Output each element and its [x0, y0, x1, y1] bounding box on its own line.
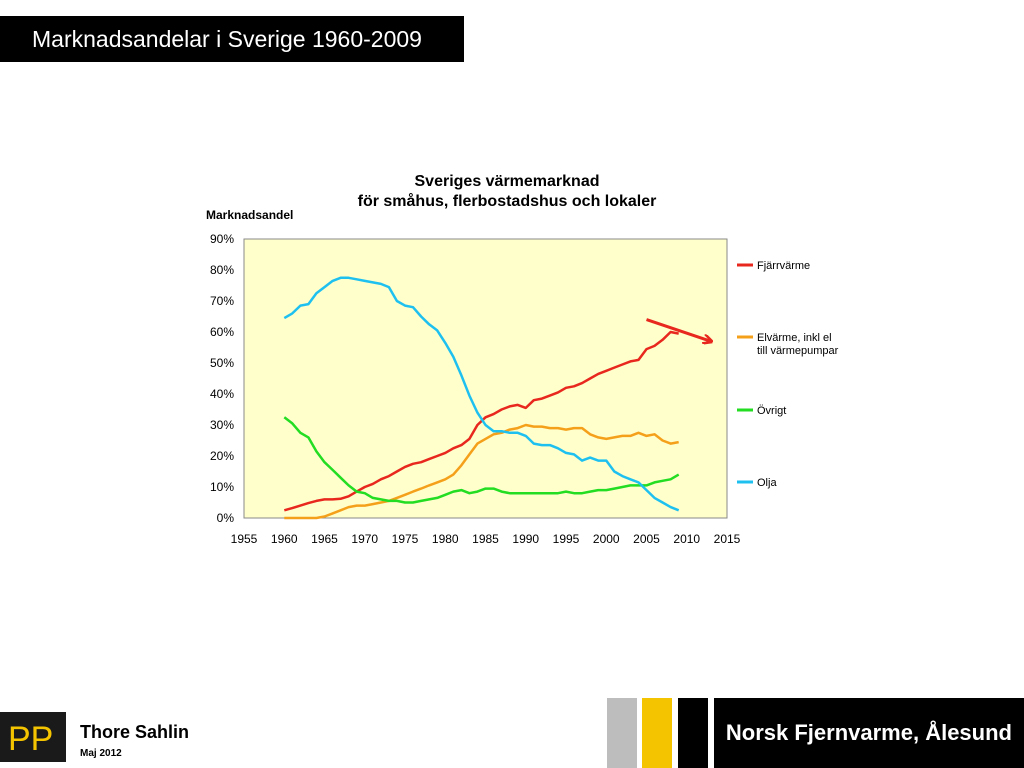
decor-bar-yellow — [642, 698, 672, 768]
company-logo: PP — [0, 712, 66, 762]
chart-title-line1: Sveriges värmemarknad — [415, 173, 600, 190]
y-tick-label: 60% — [210, 325, 234, 339]
y-tick-label: 90% — [210, 232, 234, 246]
brand-footer: Norsk Fjernvarme, Ålesund — [714, 698, 1024, 768]
legend-label-ovrigt: Övrigt — [757, 405, 786, 417]
trend-arrow — [646, 318, 711, 342]
x-tick-label: 1985 — [472, 532, 499, 546]
y-tick-label: 20% — [210, 449, 234, 463]
plot-area — [243, 238, 728, 519]
x-tick-label: 1960 — [271, 532, 298, 546]
y-tick-label: 30% — [210, 418, 234, 432]
series-line-olja — [283, 276, 680, 512]
x-tick-label: 1970 — [351, 532, 378, 546]
presentation-date: Maj 2012 — [80, 748, 122, 759]
chart-title-line2: för småhus, flerbostadshus och lokaler — [358, 192, 657, 210]
y-tick-label: 0% — [217, 511, 235, 525]
x-tick-label: 2005 — [633, 532, 660, 546]
x-tick-label: 2000 — [593, 532, 620, 546]
x-tick-label: 1980 — [432, 532, 459, 546]
legend-label-elvarme: Elvärme, inkl el till värmepumpar — [757, 332, 839, 357]
x-tick-labels: 1955 1960 1965 1970 1975 1980 1985 1990 1995 2000… — [231, 532, 741, 546]
series-line-fjarrvarme — [283, 330, 679, 512]
legend-label-fjarrvarme: Fjärrvärme — [757, 260, 810, 272]
x-tick-label: 1975 — [392, 532, 419, 546]
x-tick-label: 1995 — [553, 532, 580, 546]
series-line-ovrigt — [283, 416, 680, 504]
y-tick-label: 10% — [210, 480, 234, 494]
legend-label-olja: Olja — [757, 477, 777, 489]
logo-text: PP — [8, 720, 53, 758]
x-tick-label: 1965 — [311, 532, 338, 546]
decor-bar-gray — [607, 698, 637, 768]
y-tick-label: 50% — [210, 356, 234, 370]
x-tick-label: 2015 — [714, 532, 741, 546]
x-tick-label: 1955 — [231, 532, 258, 546]
legend: Fjärrvärme Elvärme, inkl el till värmepump… — [737, 260, 839, 489]
y-axis-label: Marknadsandel — [206, 208, 293, 222]
x-tick-label: 2010 — [673, 532, 700, 546]
y-tick-labels: 0% 10% 20% 30% 40% 50% 60% 70% 80% 90% — [210, 232, 234, 525]
series-lines — [283, 276, 680, 520]
y-tick-label: 40% — [210, 387, 234, 401]
heat-market-chart: Sveriges värmemarknad för småhus, flerbo… — [206, 173, 839, 546]
decor-bar-black — [678, 698, 708, 768]
y-tick-label: 80% — [210, 263, 234, 277]
series-line-elvarme — [284, 423, 679, 520]
slide-title: Marknadsandelar i Sverige 1960-2009 — [0, 16, 464, 62]
x-tick-label: 1990 — [512, 532, 539, 546]
author-name: Thore Sahlin — [80, 722, 190, 742]
y-tick-label: 70% — [210, 294, 234, 308]
